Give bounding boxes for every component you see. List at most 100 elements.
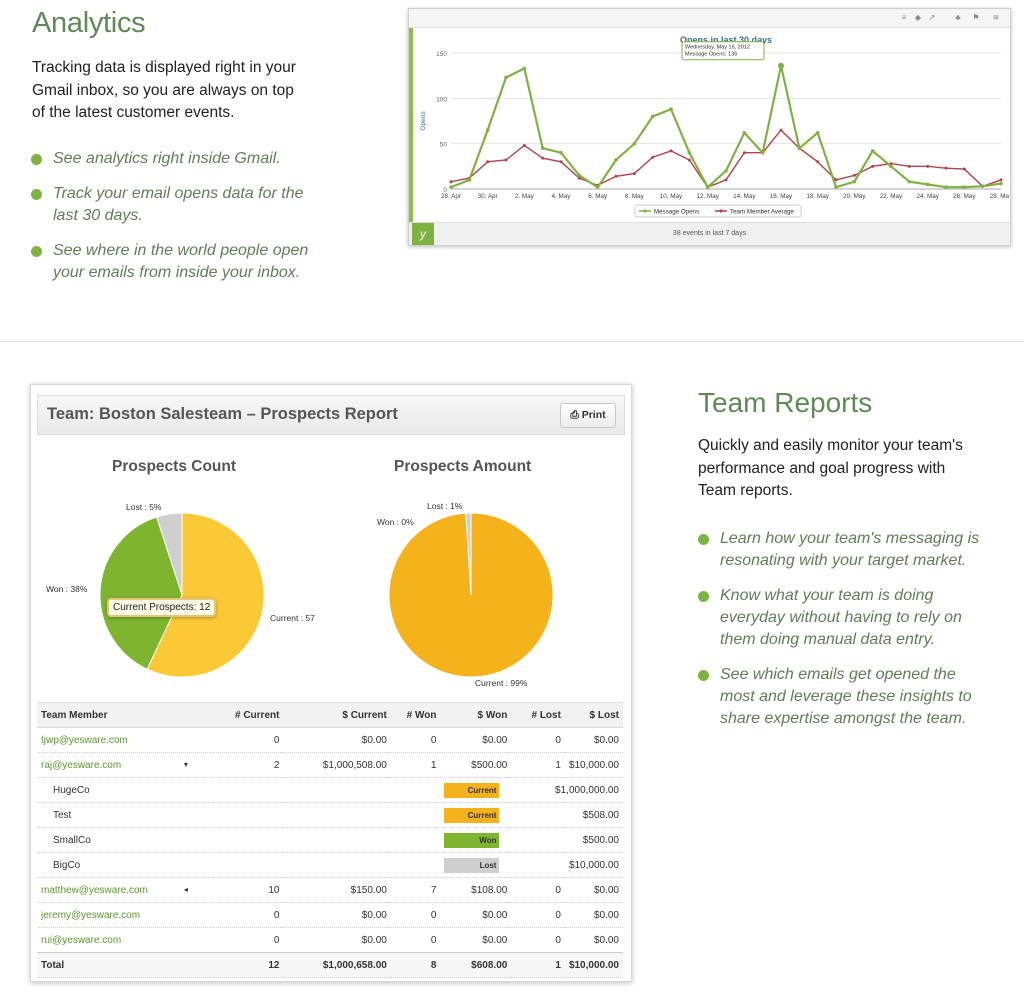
company-cell: Test (37, 802, 214, 828)
bullet-dot-icon (698, 534, 709, 545)
yesware-logo[interactable]: y (412, 223, 434, 245)
bullet-text: share expertise amongst the team. (720, 710, 967, 727)
x-tick-label: 28. May (990, 193, 1009, 200)
y-tick-label: 50 (440, 142, 448, 149)
col-header[interactable]: Team Member (37, 702, 214, 728)
member-link[interactable]: rui@yesware.com (37, 927, 214, 953)
pie-tooltip: Current Prospects: 12 (107, 598, 217, 617)
x-tick-label: 28. Apr (441, 193, 461, 200)
table-row[interactable]: tjwp@yesware.com 0 $0.00 0 $0.00 0 $0.00 (37, 727, 623, 753)
data-point (577, 173, 582, 178)
x-tick-label: 8. May (625, 193, 645, 200)
company-cell: HugeCo (37, 777, 214, 803)
pie-count-won-label: Won : 38% (46, 584, 88, 594)
data-point (504, 75, 508, 80)
data-point (504, 158, 508, 162)
cell: $10,000.00 (564, 952, 623, 978)
table-row[interactable]: raj@yesware.com ▾ 2 $1,000,508.00 1 $500.… (37, 752, 623, 778)
data-point (925, 182, 930, 187)
member-link[interactable]: jeremy@yesware.com (37, 902, 214, 928)
member-link[interactable]: tjwp@yesware.com (37, 727, 214, 753)
status-badge: Current (444, 807, 500, 823)
caret-down-icon[interactable]: ▾ (183, 759, 188, 769)
table-row[interactable]: jeremy@yesware.com 0 $0.00 0 $0.00 0 $0.… (37, 902, 623, 928)
section-divider (0, 341, 1024, 342)
cell: 0 (213, 902, 284, 928)
data-point (449, 180, 453, 184)
pie-amount-current-label: Current : 99% (475, 678, 528, 688)
bullet-dot-icon (698, 591, 709, 602)
team-bullet: See which emails get opened the most and … (698, 664, 1018, 730)
data-point (889, 164, 893, 169)
legend-label: Message Opens (654, 209, 699, 216)
print-button[interactable]: ⎙ Print (560, 403, 616, 428)
team-bullet: Learn how your team's messaging is resona… (698, 528, 1018, 572)
data-point (962, 185, 967, 189)
bullet-dot-icon (31, 189, 42, 200)
highlight-point (778, 62, 784, 69)
legend-marker (719, 209, 723, 213)
status-badge: Lost (444, 857, 500, 873)
x-tick-label: 22. May (880, 193, 903, 200)
cell: 0 (213, 727, 284, 753)
chart-icon[interactable]: ↗ (928, 13, 936, 22)
analytics-lead-line: Gmail inbox, so you are always on top (32, 81, 294, 99)
team-bullet: Know what your team is doing everyday wit… (698, 585, 1018, 651)
table-header-row: Team Member # Current $ Current # Won $ … (37, 702, 623, 728)
data-point (449, 185, 453, 189)
cell: 10 (213, 877, 284, 903)
caret-left-icon[interactable]: ◂ (183, 884, 188, 894)
col-header[interactable]: # Won (390, 702, 441, 728)
wifi-icon[interactable]: ≋ (992, 13, 1000, 22)
bell-icon[interactable]: ♣ (955, 13, 961, 22)
widget-toolbar: ≡ ◆ ↗ ♣ ⚑ ≋ (409, 9, 1010, 28)
company-cell: BigCo (37, 852, 214, 878)
data-point (724, 178, 728, 182)
table-row[interactable]: matthew@yesware.com ◂ 10 $150.00 7 $108.0… (37, 877, 623, 903)
col-header[interactable]: # Current (213, 702, 284, 728)
cell: $1,000,000.00 (511, 777, 623, 803)
cell: $10,000.00 (564, 752, 623, 778)
pie-count-title: Prospects Count (112, 458, 237, 475)
data-point (742, 151, 746, 155)
pie-amount-lost-label: Lost : 1% (427, 501, 463, 511)
status-badge: Won (444, 832, 500, 848)
data-point (907, 179, 912, 184)
table-row[interactable]: rui@yesware.com 0 $0.00 0 $0.00 0 $0.00 (37, 927, 623, 953)
analytics-widget: ≡ ◆ ↗ ♣ ⚑ ≋ Opens in last 30 days 0 50 100 1… (408, 8, 1011, 246)
col-header[interactable]: $ Current (283, 702, 391, 728)
data-point (742, 130, 747, 135)
data-point (541, 156, 545, 160)
list-icon[interactable]: ≡ (901, 13, 907, 22)
x-tick-label: 10. May (660, 193, 683, 200)
flag-icon[interactable]: ⚑ (972, 13, 980, 22)
col-header[interactable]: # Lost (511, 702, 565, 728)
cell: $500.00 (440, 752, 512, 778)
data-point (486, 160, 490, 164)
y-tick-label: 100 (436, 96, 447, 103)
cell: 0 (390, 927, 441, 953)
data-point (944, 166, 948, 170)
analytics-bullet: See where in the world people open your e… (31, 240, 361, 284)
bullet-text: Know what your team is doing (720, 587, 934, 604)
data-point (669, 107, 673, 112)
col-header[interactable]: $ Lost (564, 702, 623, 728)
pie-slice (146, 512, 265, 678)
data-point (999, 178, 1003, 182)
member-link[interactable]: matthew@yesware.com (41, 884, 148, 896)
data-point (852, 179, 857, 184)
x-tick-label: 14. May (733, 193, 756, 200)
data-point (926, 164, 930, 168)
tag-icon[interactable]: ◆ (914, 13, 922, 22)
member-cell: raj@yesware.com ▾ (37, 752, 214, 778)
analytics-bullet: See analytics right inside Gmail. (31, 148, 361, 170)
member-link[interactable]: raj@yesware.com (41, 759, 122, 771)
cell: $0.00 (564, 902, 623, 928)
col-header[interactable]: $ Won (440, 702, 512, 728)
data-point (522, 143, 526, 147)
data-point (816, 160, 820, 164)
tooltip-value: Message Opens: 136 (685, 52, 737, 58)
cell: 0 (390, 902, 441, 928)
data-point (980, 184, 985, 189)
